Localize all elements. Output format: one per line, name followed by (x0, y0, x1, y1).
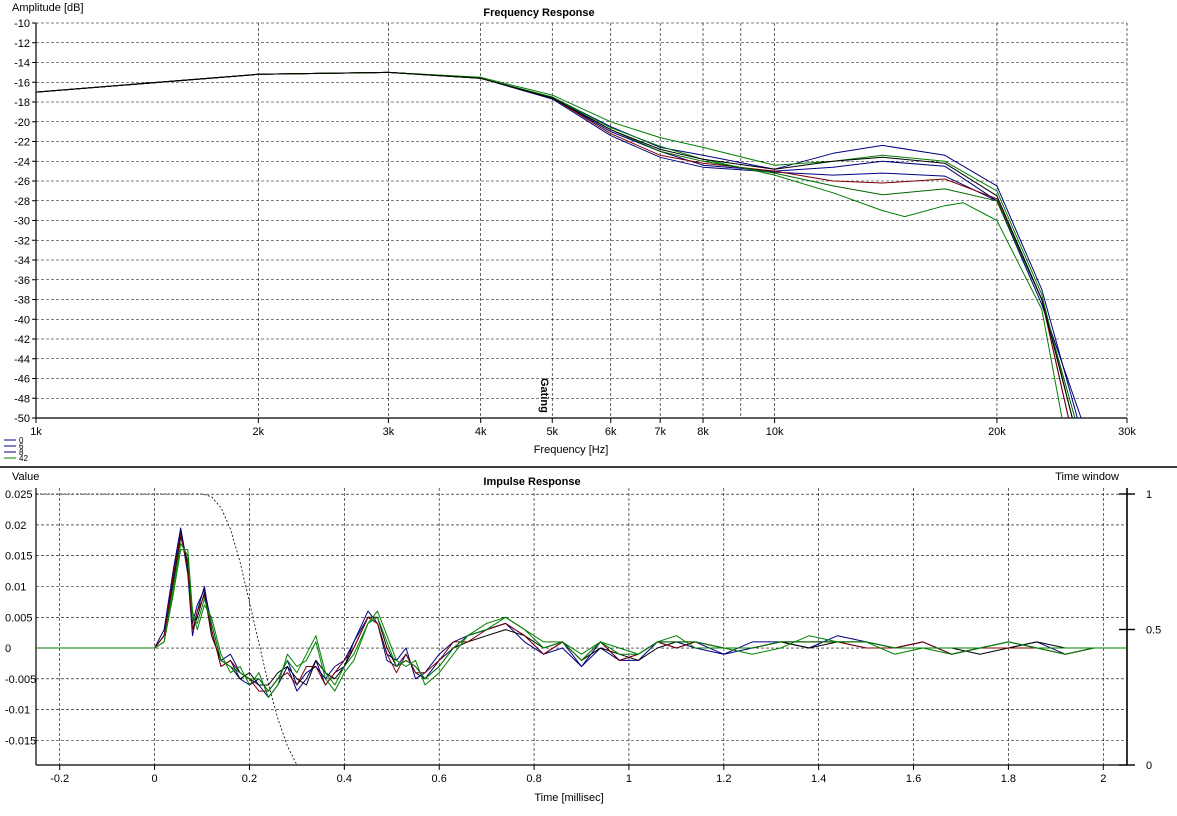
freq-xtick-label: 1k (30, 426, 42, 438)
freq-series-line (35, 71, 1073, 419)
freq-xtick-label: 10k (766, 426, 784, 438)
freq-ytick-label: -50 (14, 413, 30, 425)
freq-ytick-label: -14 (14, 58, 30, 70)
impulse-ytick-label: 0.005 (5, 612, 33, 624)
freq-legend-label: 8 (19, 448, 24, 457)
impulse-ylabel: Value (12, 471, 39, 483)
impulse-tick-labels: 0.025 0.02 0.015 0.01 0.005 0 -0.005 -0.01 -0.01… (5, 489, 1161, 785)
impulse-xtick-label: 1 (626, 773, 632, 785)
freq-ytick-label: -26 (14, 176, 30, 188)
freq-ytick-label: -24 (14, 156, 30, 168)
freq-xtick-label: 8k (697, 426, 709, 438)
impulse-xtick-label: 1.4 (811, 773, 826, 785)
impulse-ytick-label: 0.025 (5, 489, 33, 501)
freq-ytick-label: -40 (14, 314, 30, 326)
impulse-series-line (36, 527, 1127, 698)
impulse-series-line (36, 542, 1127, 692)
impulse-ytick-label: 0.015 (5, 551, 33, 563)
impulse-xtick-label: 0.8 (526, 773, 541, 785)
freq-ytick-label: -16 (14, 77, 30, 89)
impulse-ytick-label: 0.02 (5, 520, 26, 532)
impulse-xtick-label: 1.6 (906, 773, 921, 785)
impulse-series-line (36, 536, 1127, 686)
impulse-series-line (36, 530, 1127, 692)
impulse-ytick-label: 0.01 (5, 581, 26, 593)
impulse-chart-title: Impulse Response (483, 476, 580, 488)
impulse-series-line (36, 533, 1127, 692)
freq-ytick-label: -20 (14, 117, 30, 129)
freq-xtick-label: 30k (1118, 426, 1136, 438)
freq-xlabel: Frequency [Hz] (534, 444, 609, 456)
freq-xtick-label: 3k (383, 426, 395, 438)
impulse-xtick-label: 2 (1100, 773, 1106, 785)
freq-ytick-label: -44 (14, 354, 30, 366)
impulse-xtick-label: 0.2 (242, 773, 257, 785)
freq-series-line (35, 71, 1076, 419)
impulse-xtick-label: 0 (152, 773, 158, 785)
freq-ytick-label: -22 (14, 137, 30, 149)
freq-series-group (35, 71, 1082, 419)
freq-ytick-label: -34 (14, 255, 30, 267)
impulse-ytick-label: 0 (5, 643, 11, 655)
freq-legend-label: 0 (19, 436, 24, 445)
impulse-xtick-label: -0.2 (50, 773, 69, 785)
freq-ytick-label: -30 (14, 216, 30, 228)
impulse-y2tick-label: 0.5 (1146, 625, 1161, 637)
impulse-y2tick-label: 0 (1146, 760, 1152, 772)
freq-ytick-label: -28 (14, 196, 30, 208)
freq-series-line (35, 71, 1073, 419)
freq-chart-title: Frequency Response (483, 7, 594, 19)
impulse-xtick-label: 1.2 (716, 773, 731, 785)
freq-xtick-label: 2k (253, 426, 265, 438)
freq-series-line (35, 71, 1078, 419)
freq-ytick-label: -12 (14, 38, 30, 50)
freq-ytick-label: -32 (14, 235, 30, 247)
freq-xtick-label: 4k (475, 426, 487, 438)
freq-grid (32, 22, 1128, 423)
freq-series-line (35, 71, 1082, 419)
impulse-grid (35, 488, 1135, 770)
impulse-xtick-label: 0.6 (432, 773, 447, 785)
freq-ytick-label: -46 (14, 374, 30, 386)
freq-ytick-label: -36 (14, 275, 30, 287)
impulse-ytick-label: -0.01 (5, 705, 30, 717)
freq-ytick-label: -10 (14, 18, 30, 30)
freq-tick-labels: -10 -12 -14 -16 -18 -20 -22 -24 -26 -28 -30 -32 -34 -… (14, 18, 1136, 438)
impulse-y2label: Time window (1055, 471, 1119, 483)
impulse-ytick-label: -0.005 (5, 674, 36, 686)
time-window-line (36, 493, 298, 766)
freq-ytick-label: -38 (14, 295, 30, 307)
impulse-xtick-label: 1.8 (1001, 773, 1016, 785)
freq-xtick-label: 20k (988, 426, 1006, 438)
impulse-xtick-label: 0.4 (337, 773, 352, 785)
impulse-y2tick-label: 1 (1146, 489, 1152, 501)
freq-ytick-label: -18 (14, 97, 30, 109)
impulse-series-group (36, 527, 1127, 698)
freq-xtick-label: 5k (546, 426, 558, 438)
impulse-xlabel: Time [millisec] (534, 792, 603, 804)
frequency-response-chart: Frequency Response Amplitude [dB] Freque… (4, 2, 1136, 463)
freq-legend-label: 6 (19, 442, 24, 451)
freq-ytick-label: -42 (14, 334, 30, 346)
freq-xtick-label: 7k (654, 426, 666, 438)
gating-annotation: Gating (538, 378, 550, 413)
impulse-series-line (36, 549, 1127, 698)
impulse-response-chart: Impulse Response Value Time window Time … (5, 471, 1161, 804)
freq-series-line (35, 71, 1063, 419)
freq-ylabel: Amplitude [dB] (12, 2, 84, 14)
freq-legend-label: 42 (19, 454, 28, 463)
freq-xtick-label: 6k (605, 426, 617, 438)
freq-ytick-label: -48 (14, 393, 30, 405)
time-window-curve (36, 493, 298, 766)
impulse-ytick-label: -0.015 (5, 735, 36, 747)
